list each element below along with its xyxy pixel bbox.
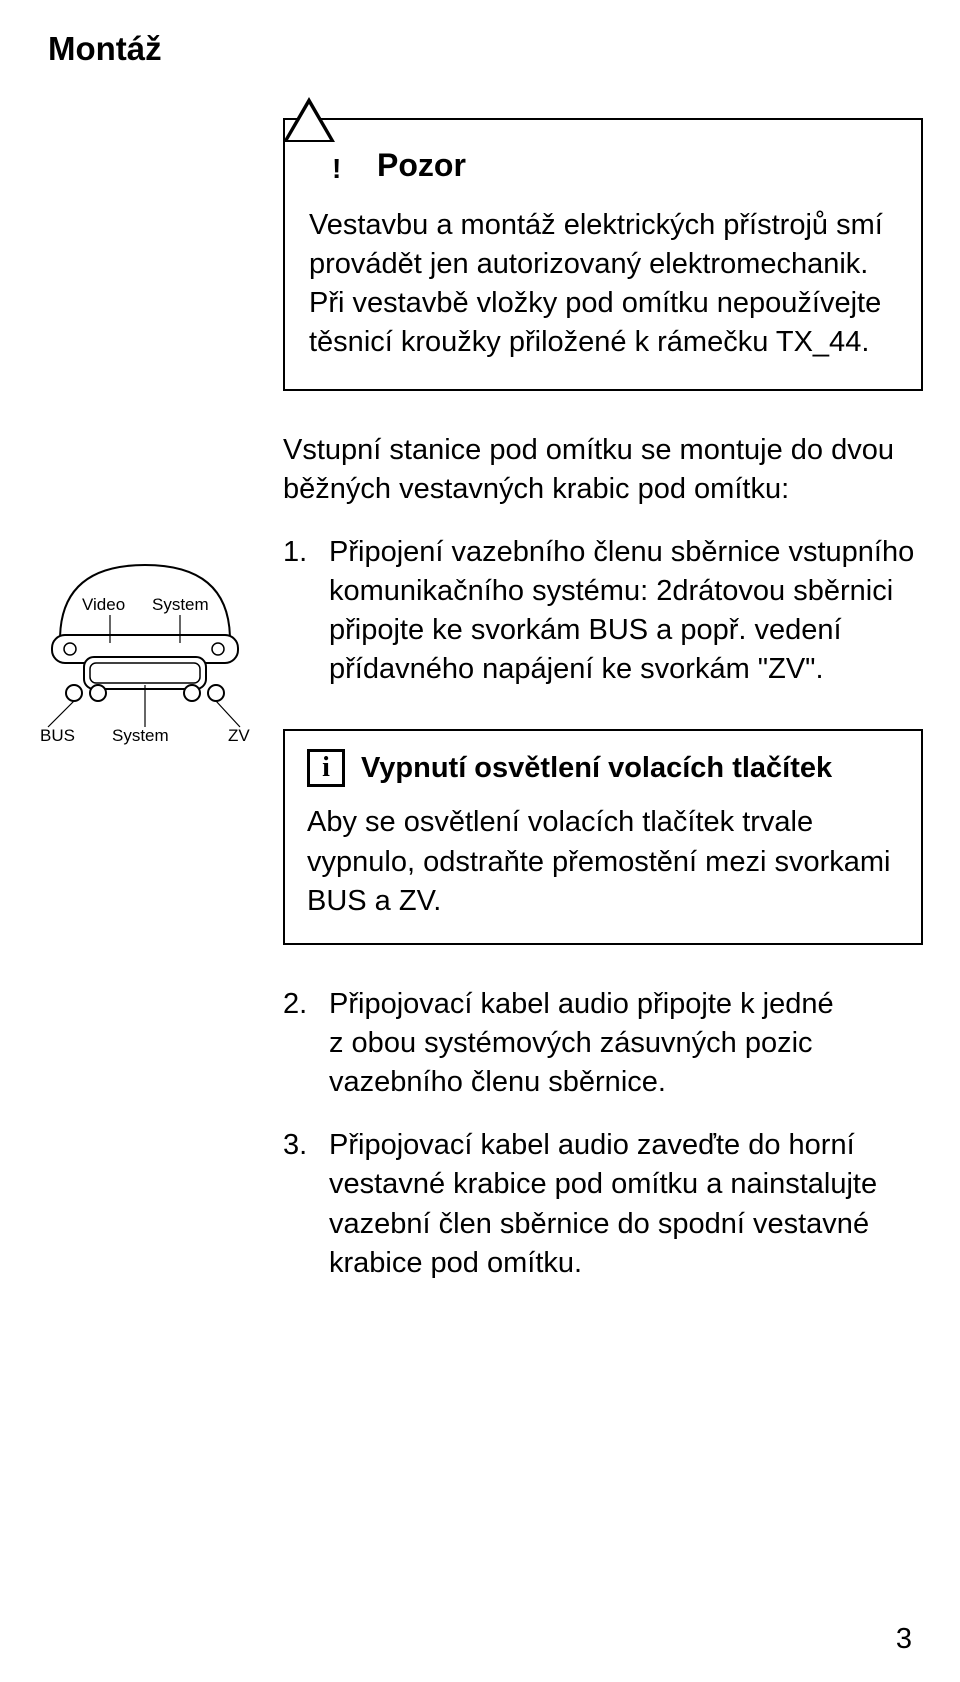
step-body: Připojovací kabel audio zaveďte do horní… xyxy=(329,1126,923,1283)
step-number: 2. xyxy=(283,985,329,1102)
main-column: ! Pozor Vestavbu a montáž elektrických p… xyxy=(283,118,923,1283)
step-body: Připojovací kabel audio připojte k jedné… xyxy=(329,985,923,1102)
diagram-label-bus: BUS xyxy=(40,726,75,745)
info-header: i Vypnutí osvětlení volacích tlačítek xyxy=(307,749,899,787)
info-icon: i xyxy=(307,749,345,787)
warning-triangle-icon: ! xyxy=(309,142,361,188)
step-body: Připojení vazebního členu sběrnice vstup… xyxy=(329,533,923,690)
info-text: Aby se osvětlení volacích tlačítek trval… xyxy=(307,803,899,920)
diagram-label-system2: System xyxy=(112,726,169,745)
info-box: i Vypnutí osvětlení volacích tlačítek Ab… xyxy=(283,729,923,944)
info-title: Vypnutí osvětlení volacích tlačítek xyxy=(361,752,832,785)
warning-header: ! Pozor xyxy=(309,142,897,188)
step-3: 3. Připojovací kabel audio zaveďte do ho… xyxy=(283,1126,923,1283)
diagram-label-zv: ZV xyxy=(228,726,250,745)
step-2: 2. Připojovací kabel audio připojte k je… xyxy=(283,985,923,1102)
step-number: 3. xyxy=(283,1126,329,1283)
warning-title: Pozor xyxy=(377,147,466,184)
page-title: Montáž xyxy=(48,30,912,68)
intro-text: Vstupní stanice pod omítku se montuje do… xyxy=(283,431,923,509)
diagram-label-system: System xyxy=(152,595,209,614)
step-1: 1. Připojení vazebního členu sběrnice vs… xyxy=(283,533,923,690)
step-number: 1. xyxy=(283,533,329,690)
warning-box: ! Pozor Vestavbu a montáž elektrických p… xyxy=(283,118,923,391)
connector-diagram: Video System BUS System ZV xyxy=(40,555,250,745)
diagram-label-video: Video xyxy=(82,595,125,614)
page-number: 3 xyxy=(896,1623,912,1656)
warning-text: Vestavbu a montáž elektrických přístrojů… xyxy=(309,206,897,363)
